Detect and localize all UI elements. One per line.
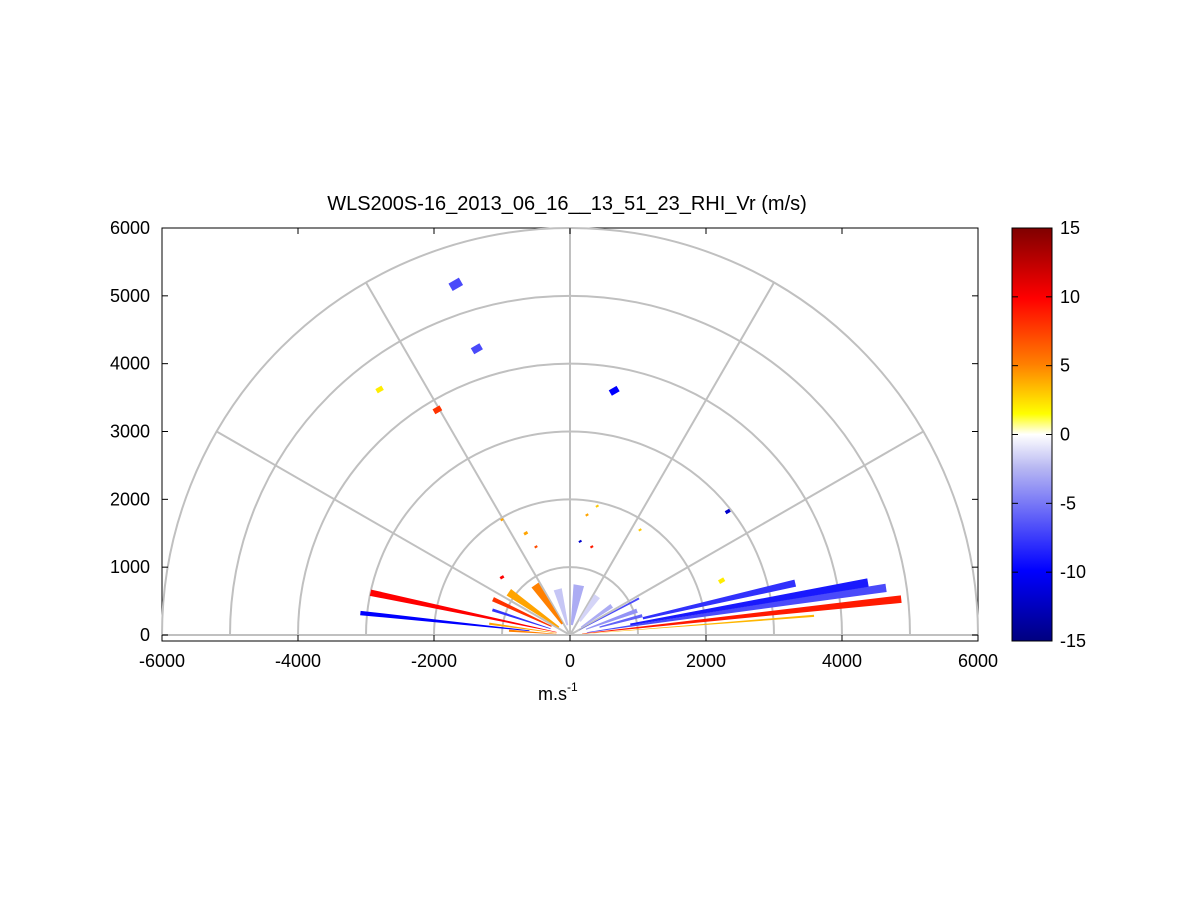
colorbar-tick-label: 10 [1060,287,1080,307]
ray-segment [582,595,902,634]
ray-segment [369,589,557,633]
colorbar [1011,227,1053,642]
data-point [375,385,384,394]
x-tick-label: 2000 [686,651,726,671]
ray-segment [570,584,585,626]
data-point [499,575,505,580]
colorbar-tick-label: 5 [1060,356,1070,376]
ray-segment [580,604,614,628]
x-tick-label: 6000 [958,651,998,671]
x-tick-label: -6000 [139,651,185,671]
data-point [585,513,589,517]
y-tick-label: 3000 [110,422,150,442]
data-point [448,277,464,291]
x-tick-label: -2000 [411,651,457,671]
colorbar-tick-label: 15 [1060,218,1080,238]
data-point [534,545,538,549]
data-point [500,518,504,522]
data-point [717,577,726,585]
grid-spoke [569,282,775,636]
data-point [470,343,483,355]
grid-spoke [365,282,571,636]
y-tick-label: 2000 [110,489,150,509]
ray-segment [630,578,869,626]
ray-segment [531,582,563,625]
x-tick-label: -4000 [275,651,321,671]
chart-title: WLS200S-16_2013_06_16__13_51_23_RHI_Vr (… [327,193,807,215]
ray-segment [489,622,557,634]
y-tick-label: 4000 [110,354,150,374]
data-point [595,504,600,508]
grid-spoke [569,430,924,636]
velocity-rays [360,578,902,635]
ray-segment [642,579,797,620]
x-tick-label: 0 [565,651,575,671]
axis-ticks: -6000 -4000 -2000 0 2000 4000 6000 0 1000 2000 300… [110,218,998,671]
velocity-points [375,277,731,585]
ray-segment [492,597,552,627]
ray-segment [506,589,560,628]
ray-segment [553,588,569,626]
colorbar-ticks: 15 10 5 0 -5 -10 -15 [1012,218,1086,651]
colorbar-tick-label: -5 [1060,493,1076,513]
ray-segment [578,594,600,622]
ray-segment [585,608,638,630]
y-tick-label: 6000 [110,218,150,238]
colorbar-tick-label: 0 [1060,425,1070,445]
y-tick-label: 1000 [110,557,150,577]
ray-segment [599,614,643,628]
colorbar-tick-label: -15 [1060,631,1086,651]
data-point [608,385,620,396]
data-point [638,528,642,532]
y-tick-label: 5000 [110,286,150,306]
y-tick-label: 0 [140,625,150,645]
ray-segment [360,610,530,632]
data-point [523,531,529,536]
data-point [589,545,594,549]
x-axis-label: m.s-1 [538,680,578,704]
ray-segment [491,608,551,630]
ray-segment [580,614,815,635]
grid-spoke [216,430,571,636]
ray-segment [508,629,557,635]
ray-segment [586,583,887,633]
x-tick-label: 4000 [822,651,862,671]
data-point [724,508,731,515]
colorbar-tick-label: -10 [1060,562,1086,582]
ray-segment [578,597,640,631]
data-point [578,539,583,544]
data-point [432,405,443,415]
